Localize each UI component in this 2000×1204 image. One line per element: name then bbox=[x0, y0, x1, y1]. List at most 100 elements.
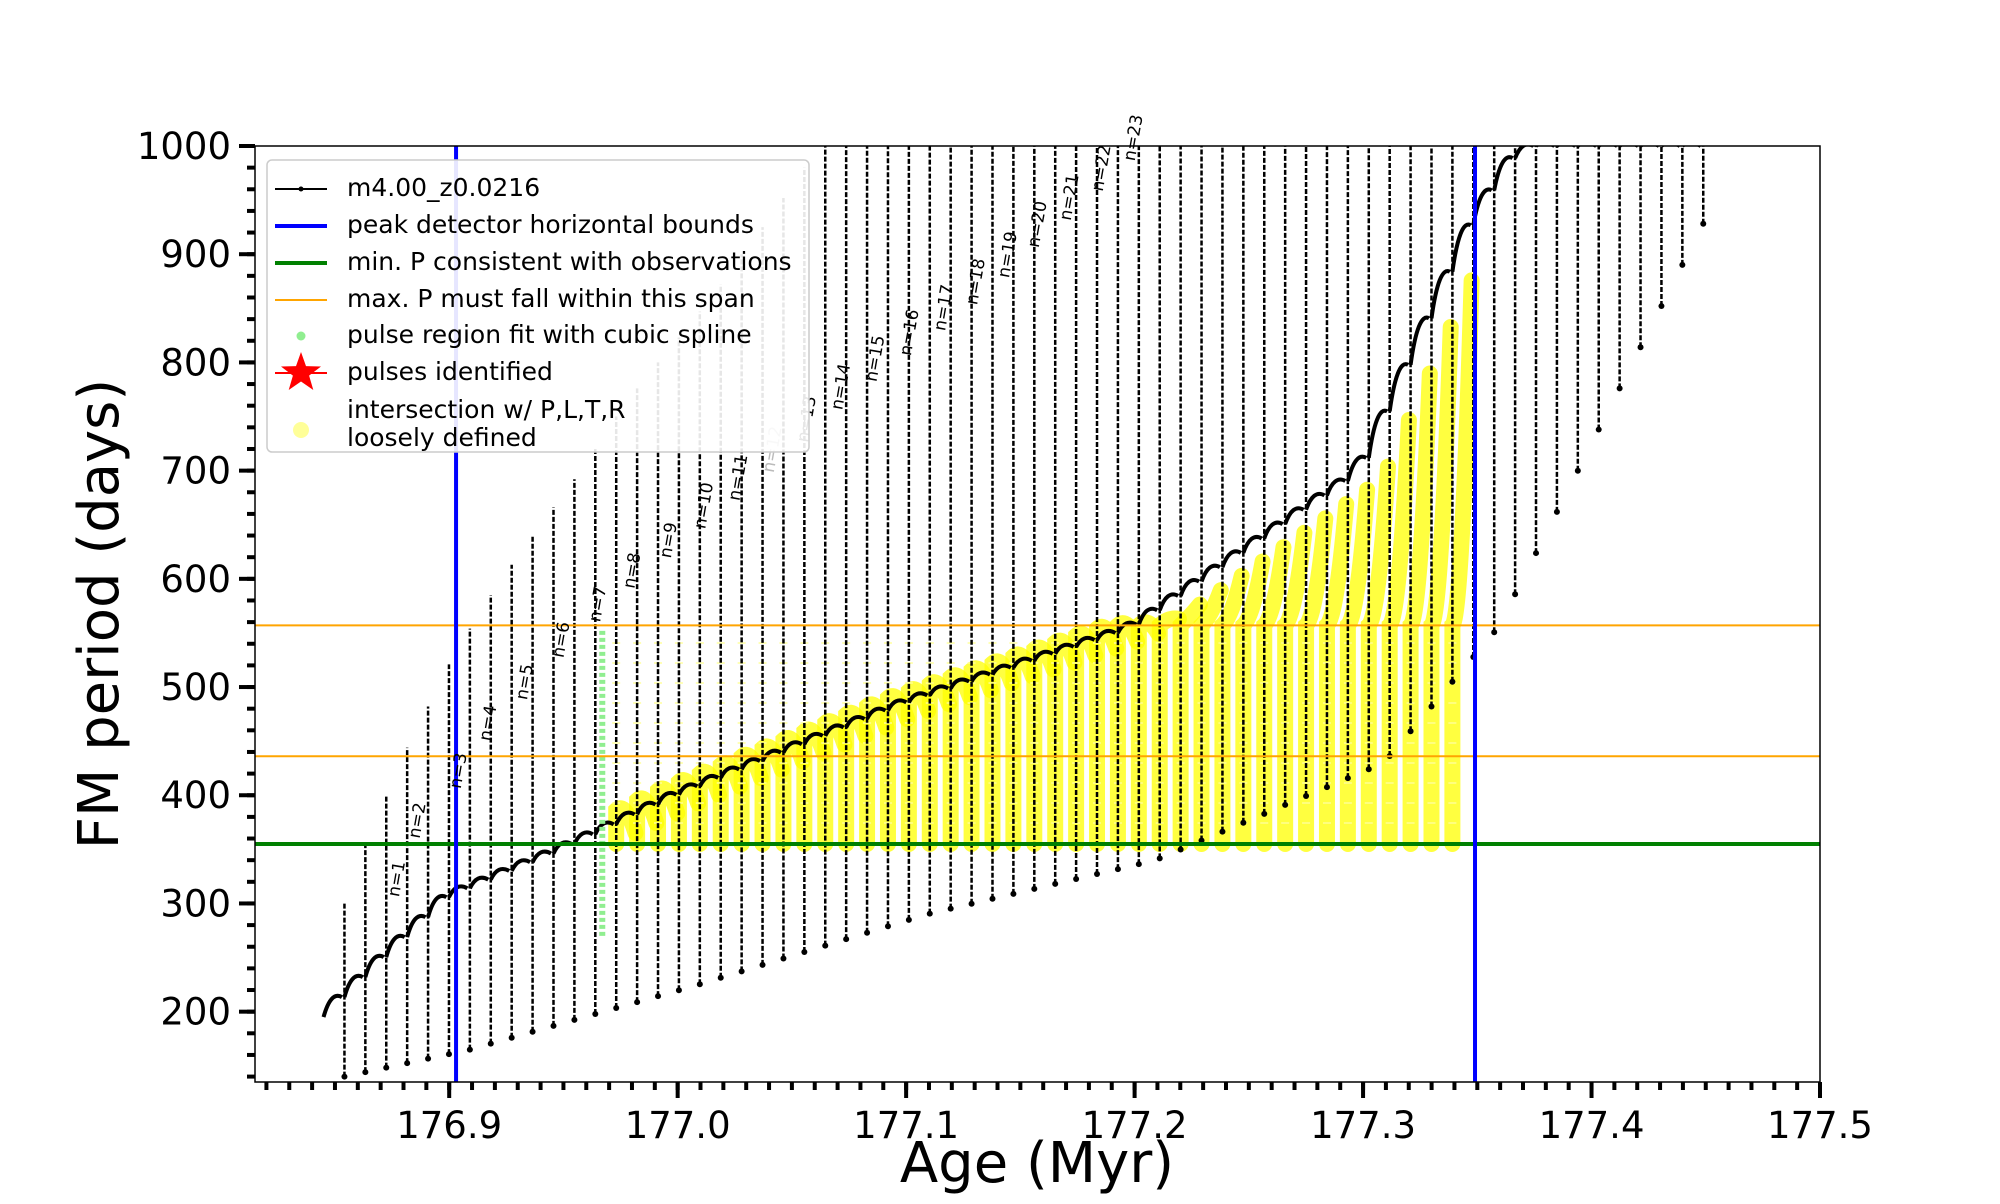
series-pulse-point bbox=[1365, 766, 1372, 773]
series-pulse-point bbox=[550, 1022, 557, 1029]
y-tick-label: 900 bbox=[160, 233, 231, 276]
series-pulse-arc bbox=[1011, 656, 1033, 669]
series-pulse-point bbox=[1261, 810, 1268, 817]
series-pulse-point bbox=[1010, 890, 1017, 897]
series-pulse-point bbox=[947, 905, 954, 912]
series-pulse-arc bbox=[1241, 534, 1263, 554]
series-pulse-arc bbox=[1429, 269, 1451, 319]
legend-label: min. P consistent with observations bbox=[347, 247, 792, 276]
series-pulse-point bbox=[843, 936, 850, 943]
pulse-label: n=11 bbox=[725, 453, 753, 502]
series-pulse-point bbox=[1574, 467, 1581, 474]
series-pulse-arc bbox=[1262, 520, 1284, 540]
pulse-label: n=19 bbox=[994, 230, 1022, 279]
series-pulse-point bbox=[1512, 591, 1519, 598]
series-pulse-arc bbox=[1136, 606, 1159, 626]
series-pulse-point bbox=[445, 1051, 452, 1058]
x-tick-label: 177.5 bbox=[1767, 1104, 1873, 1147]
series-pulse-point bbox=[1135, 861, 1142, 868]
series-pulse-point bbox=[1595, 426, 1602, 433]
series-pulse-point bbox=[926, 910, 933, 917]
series-pulse-arc bbox=[1053, 642, 1075, 655]
series-pulse-arc bbox=[572, 830, 594, 846]
x-axis-title: Age (Myr) bbox=[900, 1131, 1174, 1196]
series-pulse-arc bbox=[1325, 477, 1347, 497]
series-pulse-point bbox=[989, 895, 996, 902]
series-m4-line bbox=[321, 146, 1707, 1080]
series-pulse-arc bbox=[342, 973, 364, 998]
series-pulse-arc bbox=[1074, 635, 1096, 648]
series-pulse-arc bbox=[739, 757, 762, 771]
series-pulse-arc bbox=[886, 698, 908, 712]
series-pulse-point bbox=[592, 1010, 599, 1017]
series-pulse-arc bbox=[802, 731, 824, 746]
legend-label: loosely defined bbox=[347, 423, 537, 452]
series-pulse-arc bbox=[1178, 578, 1201, 597]
series-pulse-point bbox=[1052, 880, 1059, 887]
series-pulse-point bbox=[404, 1060, 411, 1067]
series-pulse-point bbox=[905, 916, 912, 923]
series-pulse-point bbox=[1658, 303, 1665, 310]
series-pulse-arc bbox=[1199, 563, 1221, 583]
x-tick-label: 176.9 bbox=[396, 1104, 502, 1147]
series-pulse-arc bbox=[426, 893, 448, 918]
series-pulse-point bbox=[466, 1046, 473, 1053]
intersection-arc bbox=[1381, 412, 1417, 852]
x-tick-label: 177.3 bbox=[1310, 1104, 1416, 1147]
series-pulse-arc bbox=[948, 677, 971, 690]
series-pulse-point bbox=[1156, 855, 1163, 862]
series-pulse-point bbox=[884, 923, 891, 930]
series-pulse-point bbox=[508, 1034, 515, 1041]
pulse-label: n=20 bbox=[1024, 200, 1052, 249]
series-pulse-arc bbox=[509, 858, 532, 872]
series-pulse-point bbox=[1031, 885, 1038, 892]
legend-label: max. P must fall within this span bbox=[347, 284, 755, 313]
series-pulse-point bbox=[675, 987, 682, 994]
pulse-label: n=4 bbox=[476, 704, 502, 743]
series-pulse-arc bbox=[1220, 549, 1242, 568]
y-tick-label: 700 bbox=[160, 450, 231, 493]
series-pulse-arc bbox=[990, 663, 1012, 676]
series-pulse-point bbox=[1407, 728, 1414, 735]
series-pulse-arc bbox=[447, 884, 469, 899]
series-pulse-arc bbox=[405, 913, 427, 938]
y-axis-title: FM period (days) bbox=[67, 379, 132, 849]
series-pulse-point bbox=[613, 1005, 620, 1012]
x-tick-label: 177.2 bbox=[1082, 1104, 1188, 1147]
series-pulse-arc bbox=[1513, 146, 1534, 159]
series-pulse-arc bbox=[1032, 649, 1054, 662]
series-pulse-arc bbox=[1387, 362, 1410, 412]
series-pulse-point bbox=[1344, 775, 1351, 782]
series-pulse-arc bbox=[1304, 491, 1326, 511]
x-tick-label: 177.0 bbox=[625, 1104, 731, 1147]
legend-box bbox=[266, 159, 810, 453]
series-pulse-arc bbox=[823, 723, 845, 737]
series-pulse-point bbox=[1428, 703, 1435, 710]
series-pulse-point bbox=[822, 942, 829, 949]
series-pulse-arc bbox=[614, 810, 636, 826]
pulse-label: n=7 bbox=[585, 585, 611, 624]
y-tick-label: 200 bbox=[160, 991, 231, 1034]
series-pulse-point bbox=[696, 981, 703, 988]
series-pulse-point bbox=[571, 1016, 578, 1023]
series-pulse-point bbox=[362, 1069, 369, 1076]
series-pulse-arc bbox=[718, 765, 741, 779]
series-pulse-arc bbox=[1116, 620, 1138, 634]
series-pulse-point bbox=[864, 929, 871, 936]
intersection-arc bbox=[1339, 481, 1376, 852]
pulse-label: n=8 bbox=[619, 551, 645, 590]
series-pulse-arc bbox=[865, 706, 887, 720]
series-pulse-point bbox=[801, 949, 808, 956]
series-pulse-point bbox=[341, 1073, 348, 1080]
pulse-label: n=5 bbox=[512, 663, 538, 702]
series-pulse-point bbox=[529, 1028, 536, 1035]
series-pulse-arc bbox=[1366, 408, 1389, 459]
y-tick-label: 500 bbox=[160, 666, 231, 709]
series-pulse-point bbox=[1533, 550, 1540, 557]
series-pulse-point bbox=[487, 1040, 494, 1047]
series-pulse-arc bbox=[1345, 454, 1368, 482]
legend-marker-dot bbox=[296, 331, 306, 341]
plot-frame bbox=[254, 145, 1821, 1083]
